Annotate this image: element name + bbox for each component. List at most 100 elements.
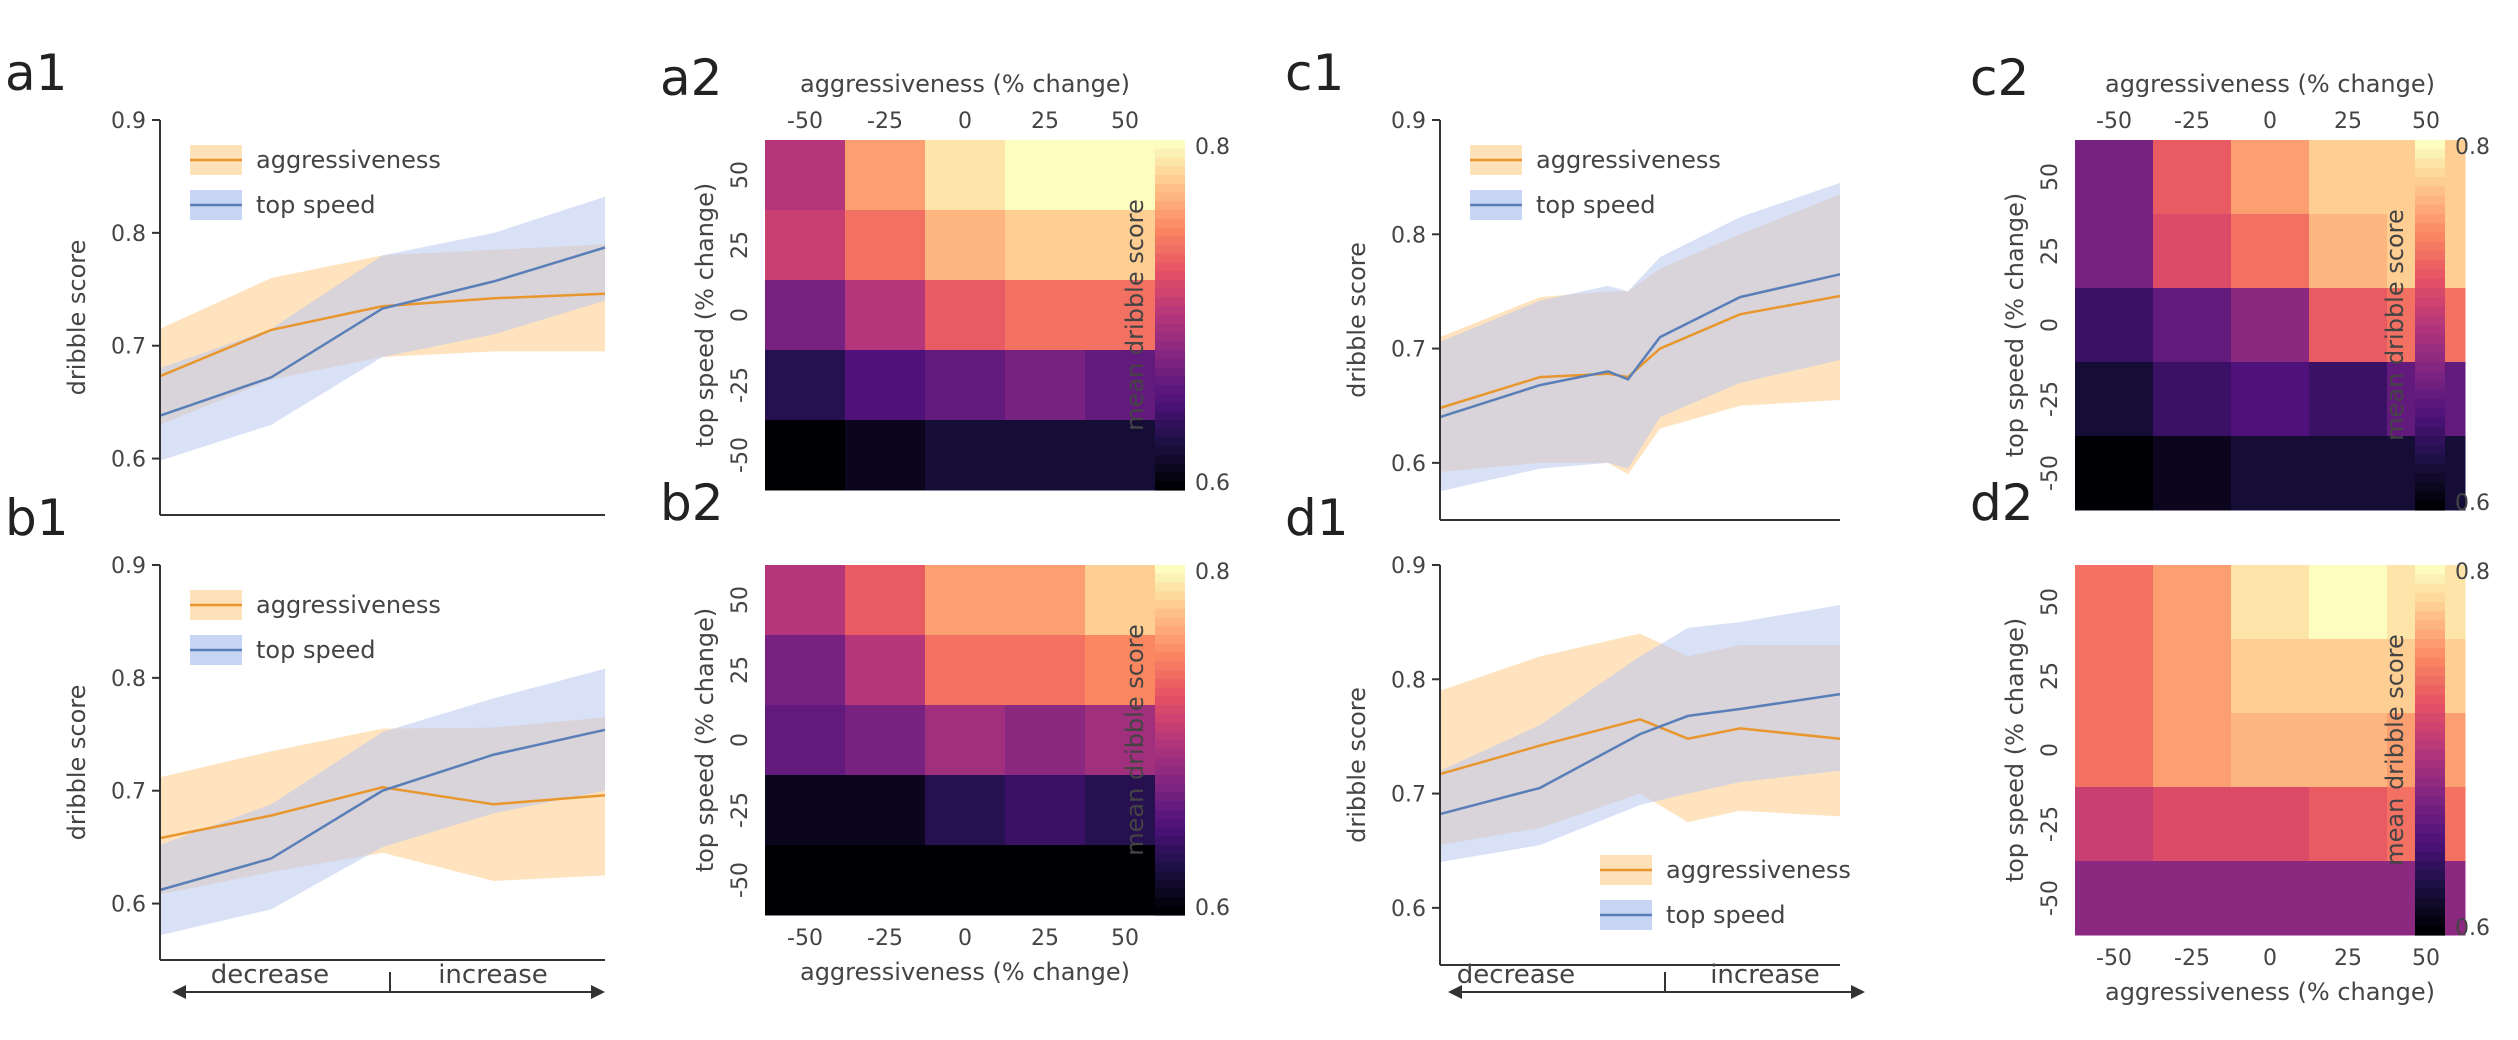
colorbar-segment — [1155, 827, 1185, 837]
colorbar-segment — [2415, 149, 2445, 160]
heatmap-cell — [1085, 705, 1166, 776]
y-tick-label: 0.7 — [111, 780, 146, 805]
heatmap-cell — [2153, 288, 2232, 363]
panel-d2: d2 50 25 0 -25 -50 top speed (% change) -50 -25 0… — [1970, 474, 2490, 1006]
colorbar-segment — [2415, 648, 2445, 659]
heatmap-cell — [2075, 362, 2154, 437]
heatmap-cell — [845, 775, 926, 846]
colorbar-segment — [1155, 315, 1185, 325]
colorbar-segment — [2415, 389, 2445, 400]
colorbar-segment — [1155, 608, 1185, 619]
colorbar-segment — [1155, 661, 1185, 671]
colorbar-segment — [2415, 260, 2445, 271]
heatmap-cell — [845, 280, 926, 351]
heatmap-cell — [2309, 436, 2388, 511]
heatmap-cell — [2309, 787, 2388, 862]
colorbar-segment — [1155, 183, 1185, 194]
heatmap-cell — [2153, 787, 2232, 862]
heatmap-cell — [925, 705, 1006, 776]
colorbar-segment — [2415, 703, 2445, 714]
colorbar-segment — [2415, 195, 2445, 206]
direction-arrows-left: decrease increase — [172, 960, 605, 999]
colorbar-segment — [1155, 385, 1185, 395]
colorbar-segment — [1155, 262, 1185, 272]
heatmap-cell — [1005, 775, 1086, 846]
colorbar-segment — [1155, 437, 1185, 447]
panel-label: a2 — [660, 49, 722, 107]
colorbar-segment — [2415, 731, 2445, 742]
colorbar-segment — [2415, 602, 2445, 612]
colorbar-tick-label: 0.8 — [1195, 135, 1230, 160]
colorbar-segment — [1155, 288, 1185, 299]
colorbar-segment — [1155, 775, 1185, 785]
colorbar-segment — [1155, 591, 1185, 601]
colorbar-segment — [2415, 814, 2445, 825]
x-tick-label: 25 — [1031, 109, 1059, 134]
heatmap-cell — [2231, 787, 2310, 862]
increase-label: increase — [438, 960, 548, 990]
y-tick-label: 0.7 — [1391, 338, 1426, 363]
colorbar-segment — [1155, 617, 1185, 627]
x-tick-label: 50 — [1111, 926, 1139, 951]
y-tick-label: -50 — [2038, 880, 2063, 916]
y-tick-label: 0 — [728, 733, 753, 747]
heatmap-cell — [2153, 140, 2232, 215]
colorbar-segment — [2415, 482, 2445, 493]
x-tick-label: 50 — [2412, 109, 2440, 134]
colorbar-segment — [1155, 670, 1185, 680]
panel-c1: c1 0.6 0.7 0.8 0.9 dribble score aggressivenes… — [1285, 44, 1841, 521]
heatmap-cell — [845, 705, 926, 776]
colorbar-segment — [1155, 140, 1185, 150]
y-axis-label: dribble score — [1343, 242, 1371, 398]
colorbar-segment — [1155, 245, 1185, 255]
colorbar-segment — [2415, 343, 2445, 354]
y-axis-label: top speed (% change) — [2001, 193, 2029, 458]
colorbar-segment — [1155, 678, 1185, 689]
heatmap-cell — [1005, 280, 1086, 351]
heatmap-cell — [925, 210, 1006, 281]
colorbar-segment — [2415, 833, 2445, 844]
right-arrowhead-icon — [591, 985, 605, 999]
heatmap-cell — [1005, 565, 1086, 636]
x-tick-label: 0 — [2263, 946, 2277, 971]
colorbar-tick-label: 0.6 — [2455, 491, 2490, 516]
colorbar-segment — [2415, 787, 2445, 797]
heatmap-cell — [2153, 565, 2232, 640]
colorbar-segment — [2415, 666, 2445, 677]
colorbar-segment — [1155, 376, 1185, 386]
colorbar-segment — [1155, 350, 1185, 360]
heatmap-cell — [1085, 350, 1166, 421]
colorbar-tick-label: 0.8 — [1195, 560, 1230, 585]
heatmap-cell — [1005, 140, 1086, 211]
heatmap-cell — [2231, 214, 2310, 289]
series-line-aggressiveness — [1439, 294, 1841, 410]
x-axis-label: aggressiveness (% change) — [800, 958, 1130, 986]
colorbar-segment — [2415, 223, 2445, 234]
colorbar-segment — [2415, 824, 2445, 834]
colorbar-segment — [1155, 565, 1185, 575]
x-tick-label: 25 — [1031, 926, 1059, 951]
heatmap-cell — [1005, 635, 1086, 706]
y-tick-label: 50 — [2038, 163, 2063, 191]
heatmap-cell — [845, 350, 926, 421]
colorbar-segment — [2415, 925, 2445, 936]
legend-label: top speed — [1536, 191, 1655, 219]
colorbar-segment — [2415, 851, 2445, 862]
y-axis-label: top speed (% change) — [2001, 618, 2029, 883]
y-axis-label: top speed (% change) — [691, 608, 719, 873]
panel-label: a1 — [5, 44, 67, 102]
heatmap-cell — [845, 140, 926, 211]
colorbar-segment — [2415, 288, 2445, 298]
colorbar-segment — [2415, 140, 2445, 150]
colorbar-segment — [2415, 445, 2445, 456]
heatmap-cell — [2075, 861, 2154, 936]
x-tick-label: -50 — [787, 926, 823, 951]
colorbar-segment — [1155, 652, 1185, 662]
colorbar-segment — [2415, 768, 2445, 779]
legend-label: aggressiveness — [256, 146, 441, 174]
colorbar-segment — [1155, 888, 1185, 899]
y-axis-label: dribble score — [63, 240, 91, 396]
y-tick-label: 0.9 — [1391, 109, 1426, 134]
colorbar-segment — [2415, 158, 2445, 169]
